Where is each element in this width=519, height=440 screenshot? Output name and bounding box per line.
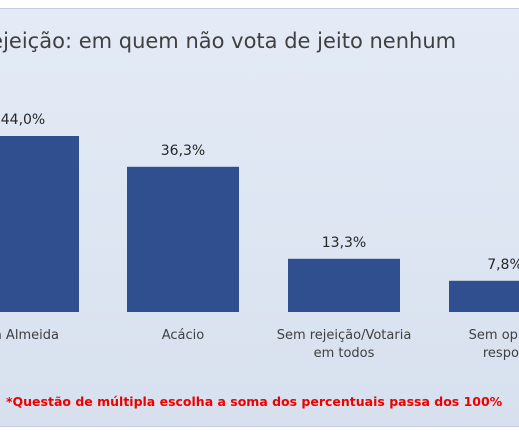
value-label-3: 13,3% — [322, 235, 366, 251]
chart-panel: rejeição: em quem não vota de jeito nenh… — [0, 8, 519, 427]
category-label-3-line-2: em todos — [314, 346, 375, 361]
bar-3 — [288, 258, 400, 312]
value-label-2: 36,3% — [161, 143, 205, 159]
category-label-2: Acácio — [162, 328, 205, 343]
bar-2 — [127, 166, 239, 312]
category-label-4: Sem opiniã — [469, 328, 519, 343]
chart-title: rejeição: em quem não vota de jeito nenh… — [0, 29, 457, 53]
bar-1 — [0, 136, 79, 312]
value-label-1: 44,0% — [1, 112, 45, 128]
value-label-4: 7,8% — [487, 257, 519, 273]
category-label-3: Sem rejeição/Votaria — [277, 328, 412, 343]
bar-chart: 44,0% sa Almeida 36,3% Acácio 13,3% Sem rejei… — [0, 112, 519, 361]
footnote: *Questão de múltipla escolha a soma dos … — [6, 394, 503, 409]
category-label-4-line-2: respon — [483, 346, 519, 361]
bar-4 — [449, 280, 519, 312]
category-label-1: sa Almeida — [0, 328, 59, 343]
